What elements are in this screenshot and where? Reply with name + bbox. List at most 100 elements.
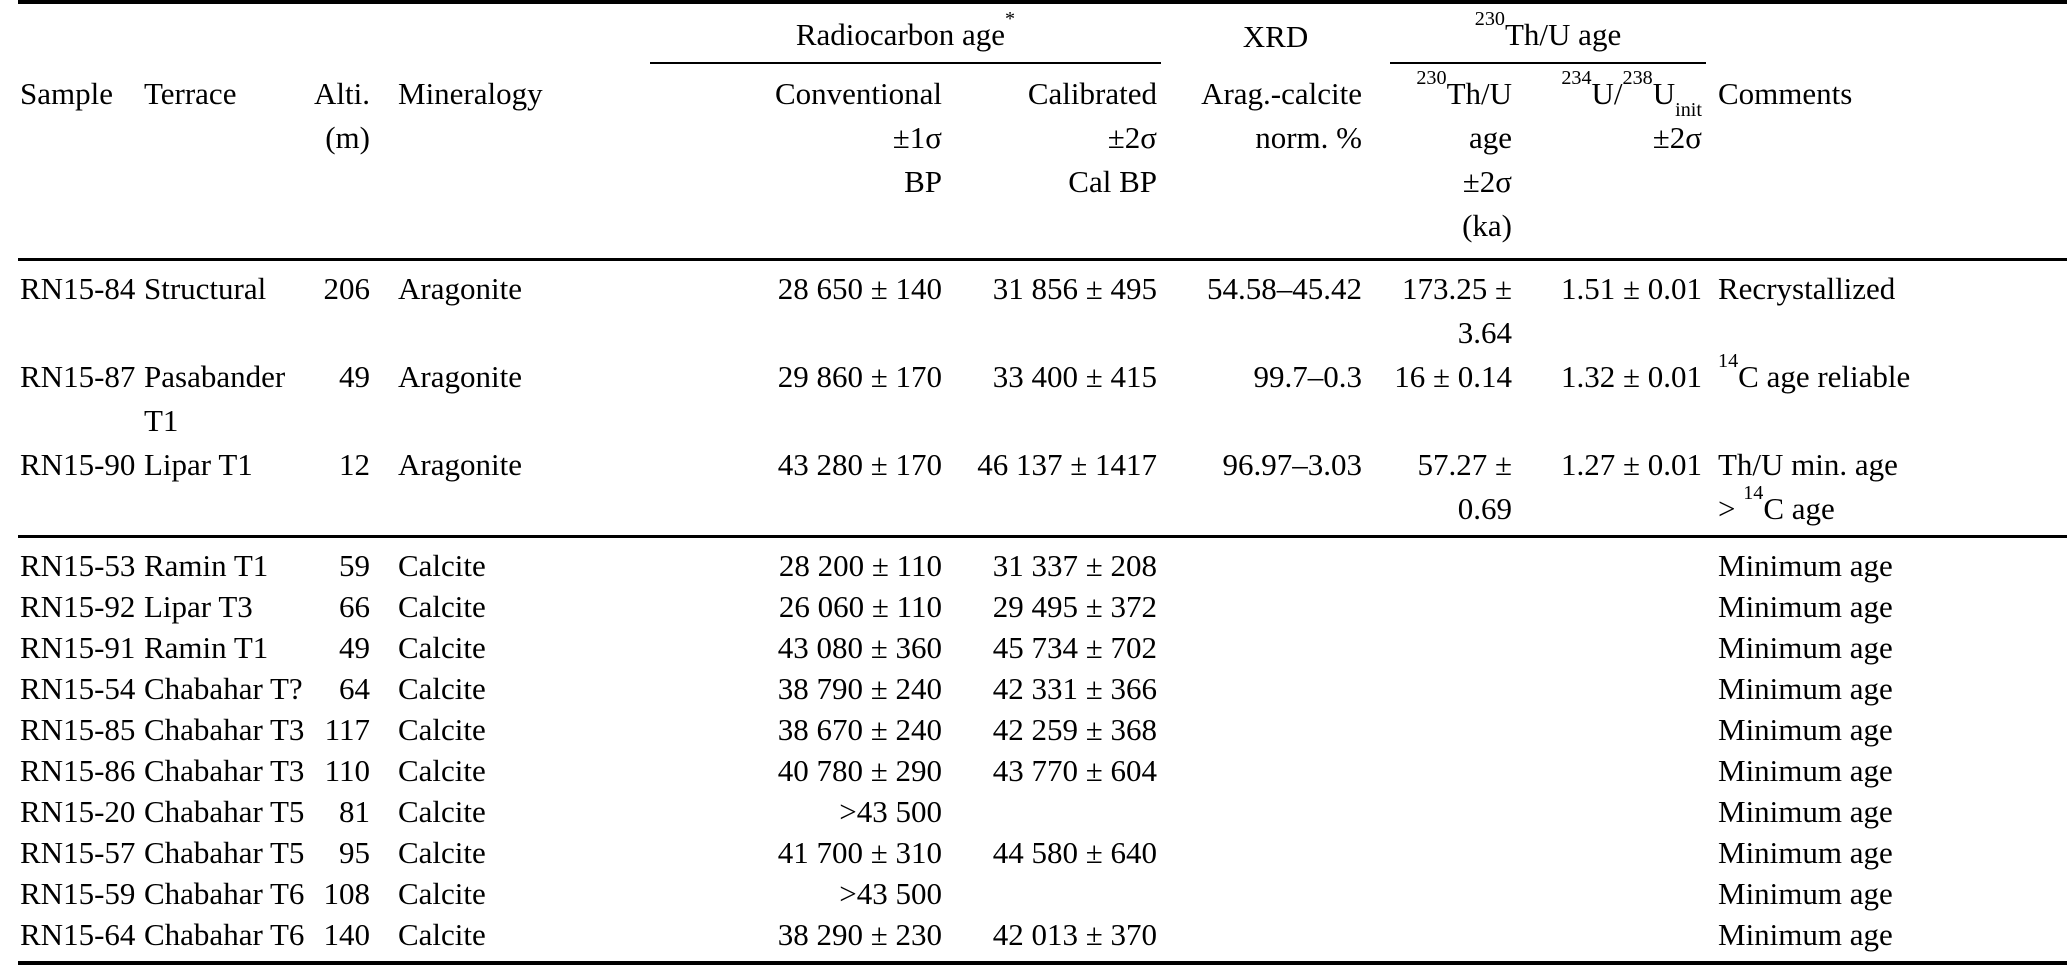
table-row: RN15-87 Pasabander T1 49 Aragonite 29 860 ± … xyxy=(18,349,2067,443)
cell-sample: RN15-91 xyxy=(20,630,136,665)
cell-conventional: 38 670 ± 240 xyxy=(777,712,942,747)
cell-mineralogy: Aragonite xyxy=(398,447,522,482)
cell-thu_age xyxy=(1378,537,1528,587)
aragonite-sample-rows: RN15-84 Structural 206 Aragonite 28 650 ± 14… xyxy=(18,260,2067,537)
cell-alti: 59 xyxy=(339,548,370,583)
cell-calibrated: 33 400 ± 415 xyxy=(992,359,1157,394)
cell-mineralogy: Calcite xyxy=(398,794,486,829)
cell-sample: RN15-53 xyxy=(20,548,136,583)
cell-mineralogy: Calcite xyxy=(398,589,486,624)
cell-u_ratio xyxy=(1528,750,1718,791)
cell-terrace: Chabahar T6 xyxy=(144,876,305,911)
cell-terrace: Ramin T1 xyxy=(144,548,269,583)
cell-u_ratio xyxy=(1528,873,1718,914)
cell-thu_age xyxy=(1378,914,1528,963)
cell-comments: Minimum age xyxy=(1718,548,1893,583)
cell-xrd xyxy=(1173,873,1378,914)
group-header-radiocarbon: Radiocarbon age* xyxy=(638,2,1173,64)
cell-calibrated: 43 770 ± 604 xyxy=(992,753,1157,788)
cell-mineralogy: Calcite xyxy=(398,753,486,788)
paper-table-page: { "table": { "group_headers": { "radioca… xyxy=(18,0,2067,965)
cell-sample: RN15-87 xyxy=(20,359,136,394)
table-row: RN15-86 Chabahar T3 110 Calcite 40 780 ± 290… xyxy=(18,750,2067,791)
cell-comments: Minimum age xyxy=(1718,630,1893,665)
column-header-terrace: Terrace xyxy=(144,76,237,111)
cell-comments: Th/U min. age > 14C age xyxy=(1718,447,1898,526)
cell-alti: 108 xyxy=(323,876,371,911)
table-row: RN15-84 Structural 206 Aragonite 28 650 ± 14… xyxy=(18,260,2067,356)
cell-alti: 64 xyxy=(339,671,370,706)
cell-mineralogy: Calcite xyxy=(398,630,486,665)
group-header-xrd: XRD xyxy=(1173,2,1378,64)
table-row: RN15-92 Lipar T3 66 Calcite 26 060 ± 110 29 4… xyxy=(18,586,2067,627)
column-header-altitude: Alti. (m) xyxy=(314,76,370,155)
cell-terrace: Lipar T1 xyxy=(144,447,253,482)
cell-mineralogy: Calcite xyxy=(398,671,486,706)
cell-conventional: 38 290 ± 230 xyxy=(777,917,942,952)
radiocarbon-group-label: Radiocarbon age* xyxy=(650,9,1161,64)
cell-mineralogy: Aragonite xyxy=(398,271,522,306)
cell-comments: 14C age reliable xyxy=(1718,349,1911,394)
cell-conventional: 29 860 ± 170 xyxy=(777,359,942,394)
cell-thu_age xyxy=(1378,791,1528,832)
cell-sample: RN15-54 xyxy=(20,671,136,706)
cell-comments: Minimum age xyxy=(1718,794,1893,829)
cell-thu_age xyxy=(1378,709,1528,750)
cell-conventional: 28 650 ± 140 xyxy=(777,271,942,306)
cell-alti: 117 xyxy=(324,712,370,747)
cell-xrd xyxy=(1173,709,1378,750)
cell-u_ratio xyxy=(1528,627,1718,668)
cell-u_ratio xyxy=(1528,832,1718,873)
cell-comments: Minimum age xyxy=(1718,753,1893,788)
cell-u_ratio: 1.51 ± 0.01 xyxy=(1560,271,1702,306)
cell-xrd xyxy=(1173,537,1378,587)
cell-sample: RN15-90 xyxy=(20,447,136,482)
cell-alti: 49 xyxy=(339,359,370,394)
column-header-thu-age: 230Th/U age ±2σ (ka) xyxy=(1416,66,1512,243)
cell-xrd xyxy=(1173,832,1378,873)
cell-comments: Minimum age xyxy=(1718,917,1893,952)
cell-calibrated: 29 495 ± 372 xyxy=(992,589,1157,624)
cell-u_ratio xyxy=(1528,586,1718,627)
cell-conventional: 26 060 ± 110 xyxy=(778,589,942,624)
cell-sample: RN15-64 xyxy=(20,917,136,952)
cell-calibrated: 45 734 ± 702 xyxy=(992,630,1157,665)
cell-thu_age: 57.27 ± 0.69 xyxy=(1417,447,1512,526)
cell-alti: 12 xyxy=(339,447,370,482)
group-header-row: Radiocarbon age* XRD 230Th/U age xyxy=(18,2,2067,64)
table-row: RN15-91 Ramin T1 49 Calcite 43 080 ± 360 45 7… xyxy=(18,627,2067,668)
cell-comments: Minimum age xyxy=(1718,671,1893,706)
cell-mineralogy: Calcite xyxy=(398,548,486,583)
cell-xrd xyxy=(1173,750,1378,791)
cell-thu_age xyxy=(1378,873,1528,914)
cell-calibrated: 42 013 ± 370 xyxy=(992,917,1157,952)
cell-thu_age xyxy=(1378,668,1528,709)
column-header-sample: Sample xyxy=(20,76,113,111)
cell-sample: RN15-92 xyxy=(20,589,136,624)
cell-xrd: 99.7–0.3 xyxy=(1253,359,1363,394)
table-row: RN15-54 Chabahar T? 64 Calcite 38 790 ± 240 4… xyxy=(18,668,2067,709)
table-row: RN15-90 Lipar T1 12 Aragonite 43 280 ± 170 46… xyxy=(18,443,2067,537)
cell-u_ratio xyxy=(1528,914,1718,963)
dating-results-table: Radiocarbon age* XRD 230Th/U age Sample … xyxy=(18,0,2067,965)
cell-calibrated: 42 259 ± 368 xyxy=(992,712,1157,747)
cell-xrd xyxy=(1173,586,1378,627)
cell-calibrated: 42 331 ± 366 xyxy=(992,671,1157,706)
cell-sample: RN15-20 xyxy=(20,794,136,829)
cell-mineralogy: Calcite xyxy=(398,876,486,911)
column-header-calibrated-age: Calibrated ±2σ Cal BP xyxy=(1027,76,1157,199)
cell-mineralogy: Calcite xyxy=(398,917,486,952)
group-header-thu: 230Th/U age xyxy=(1378,2,1718,64)
cell-thu_age: 173.25 ± 3.64 xyxy=(1401,271,1512,350)
cell-u_ratio: 1.27 ± 0.01 xyxy=(1560,447,1702,482)
column-header-mineralogy: Mineralogy xyxy=(398,76,543,111)
cell-terrace: Structural xyxy=(144,271,267,306)
table-header: Radiocarbon age* XRD 230Th/U age Sample … xyxy=(18,2,2067,260)
cell-conventional: 28 200 ± 110 xyxy=(778,548,942,583)
cell-terrace: Chabahar T5 xyxy=(144,794,305,829)
cell-mineralogy: Aragonite xyxy=(398,359,522,394)
cell-sample: RN15-85 xyxy=(20,712,136,747)
cell-terrace: Chabahar T6 xyxy=(144,917,305,952)
cell-thu_age xyxy=(1378,586,1528,627)
cell-calibrated: 46 137 ± 1417 xyxy=(977,447,1157,482)
